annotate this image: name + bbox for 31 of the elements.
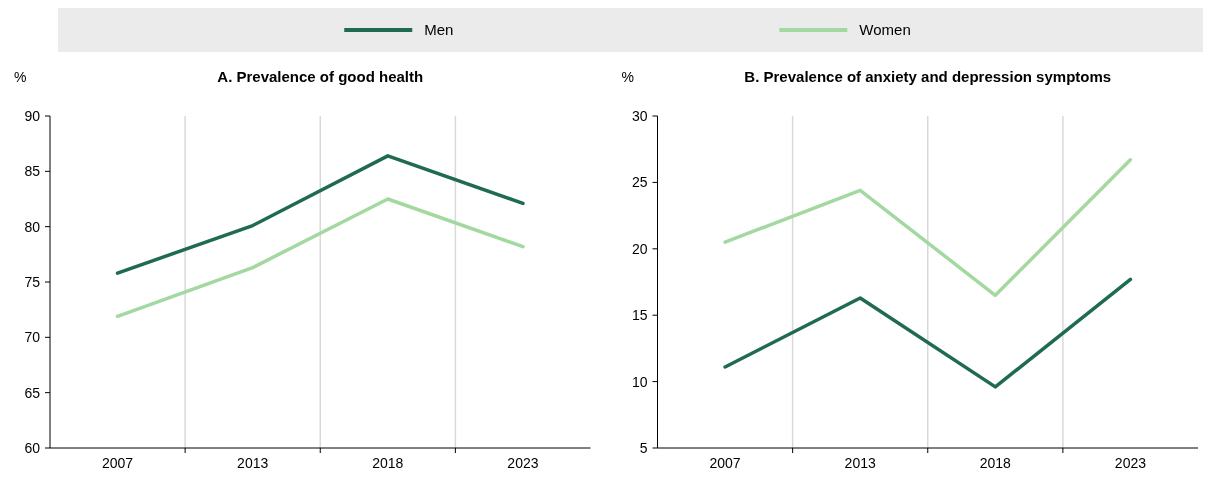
x-tick-label: 2018 (979, 455, 1012, 471)
y-tick-label: 85 (24, 163, 41, 180)
x-tick-label: 2018 (372, 455, 404, 471)
line-series (723, 158, 1133, 298)
x-tick-label: 2007 (709, 455, 741, 471)
y-tick-label: 75 (24, 273, 41, 290)
y-tick-label: 90 (24, 107, 41, 124)
x-tick-label: 2023 (507, 455, 539, 471)
x-tick-label: 2023 (1114, 455, 1147, 471)
y-tick-label: 15 (631, 307, 648, 324)
legend-label: Men (424, 21, 454, 39)
y-tick-label: 65 (24, 384, 41, 401)
y-tick-label: 10 (631, 373, 648, 390)
line-series (115, 197, 525, 319)
x-tick-label: 2013 (237, 455, 269, 471)
x-tick-label: 2013 (844, 455, 876, 471)
y-tick-label: 25 (631, 174, 648, 191)
legend-label: Women (859, 21, 911, 39)
y-tick-label: 60 (24, 439, 41, 456)
y-tick-label: 20 (631, 240, 648, 257)
y-tick-label: 30 (631, 107, 648, 124)
y-tick-label: 80 (24, 218, 41, 235)
line-series (115, 154, 525, 275)
chart-title: A. Prevalence of good health (217, 68, 424, 85)
line-series (723, 277, 1133, 389)
chart-title: B. Prevalence of anxiety and depression symptoms (744, 68, 1112, 85)
y-axis-title: % (14, 69, 27, 85)
y-tick-label: 5 (639, 439, 648, 456)
x-tick-label: 2007 (101, 455, 134, 471)
y-tick-label: 70 (24, 329, 41, 346)
y-axis-title: % (621, 69, 634, 85)
